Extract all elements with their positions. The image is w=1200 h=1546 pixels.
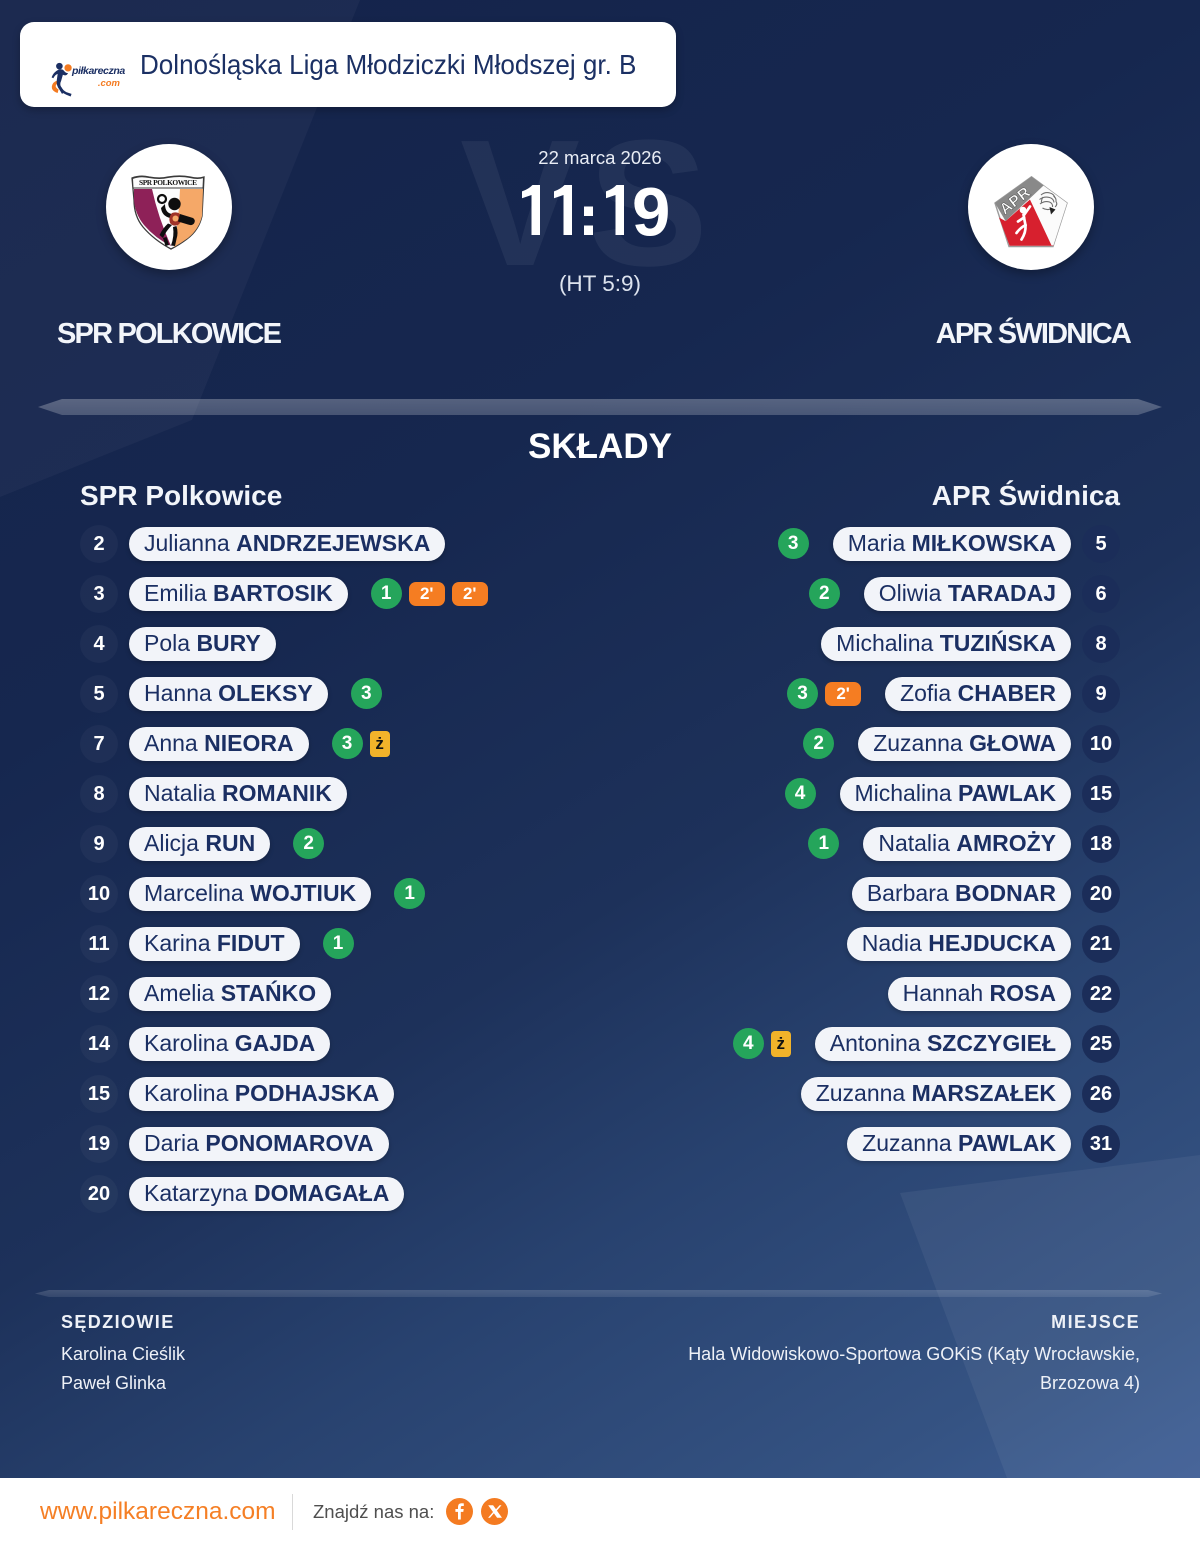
svg-text:9: 9 bbox=[632, 185, 670, 237]
svg-text:SPR POLKOWICE: SPR POLKOWICE bbox=[139, 178, 197, 187]
